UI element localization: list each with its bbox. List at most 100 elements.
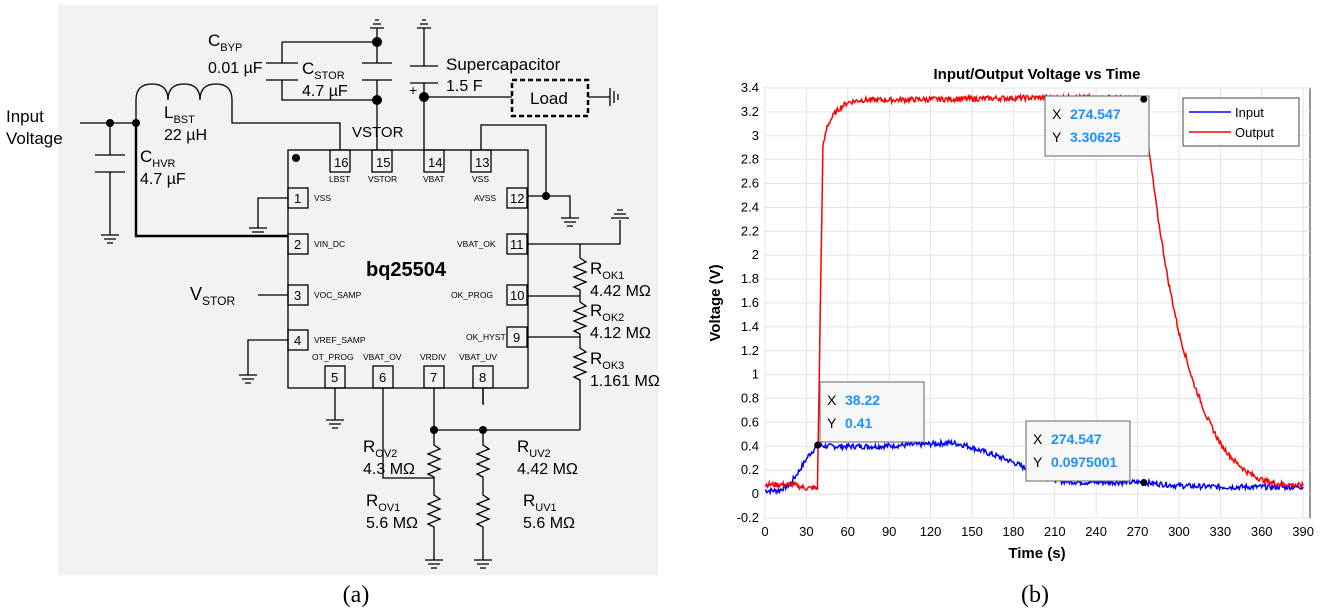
x-tick-label: 90 xyxy=(882,524,896,539)
junction-dot xyxy=(106,119,114,127)
legend-output-label: Output xyxy=(1235,125,1274,140)
ground-symbol xyxy=(370,19,384,29)
datatip-x-value: 274.547 xyxy=(1051,431,1102,447)
datatip-y-label: Y xyxy=(827,415,837,431)
rov1-label: ROV1 xyxy=(366,491,400,514)
x-tick-label: 300 xyxy=(1168,524,1190,539)
pin-name: VBAT xyxy=(423,174,445,184)
y-tick-label: 0.4 xyxy=(741,438,759,453)
pin-name: OK_HYST xyxy=(466,332,506,342)
caption-a: (a) xyxy=(343,582,370,608)
datatip[interactable]: X 274.547 Y 0.0975001 xyxy=(1025,420,1148,486)
y-tick-label: 3.4 xyxy=(741,80,759,95)
resistor-rov1 xyxy=(426,478,442,560)
rok2-value: 4.12 MΩ xyxy=(590,325,651,342)
vstor-net-label: VSTOR xyxy=(352,124,404,141)
datatip-y-label: Y xyxy=(1052,129,1062,145)
x-tick-label: 60 xyxy=(841,524,855,539)
x-tick-label: 120 xyxy=(920,524,942,539)
pin-name: OK_PROG xyxy=(451,290,493,300)
ground-symbol xyxy=(326,419,344,429)
ruv2-value: 4.42 MΩ xyxy=(517,461,578,478)
datatip-x-label: X xyxy=(827,392,837,408)
wire-avss-gnd xyxy=(546,195,571,218)
datatip-y-label: Y xyxy=(1033,454,1043,470)
y-tick-label: -0.2 xyxy=(737,510,759,525)
datatip[interactable]: X 38.22 Y 0.41 xyxy=(814,381,925,449)
datatip-x-value: 38.22 xyxy=(845,392,880,408)
chart-panel: 0 30 60 90 120 150 180 210 240 270 300 330 360 390-0.… xyxy=(707,66,1314,608)
pin-name: VREF_SAMP xyxy=(314,335,366,345)
pin-name: VBAT_OK xyxy=(457,239,496,249)
chvr-label: CHVR xyxy=(140,147,176,170)
y-tick-label: 3.2 xyxy=(741,104,759,119)
junction-dot xyxy=(419,92,429,102)
input-label: Voltage xyxy=(6,129,63,148)
cstor-value: 4.7 µF xyxy=(302,83,348,100)
datatip-x-value: 274.547 xyxy=(1070,106,1121,122)
y-tick-label: 1.6 xyxy=(741,295,759,310)
caption-b: (b) xyxy=(1021,582,1049,608)
ground-symbol xyxy=(474,559,492,569)
rov1-value: 5.6 MΩ xyxy=(366,515,418,532)
junction-dot xyxy=(479,426,487,434)
rok1-label: ROK1 xyxy=(590,259,624,282)
ground-symbol xyxy=(611,209,629,219)
axis-ticks: 0 30 60 90 120 150 180 210 240 270 300 330 360 390-0.… xyxy=(737,80,1314,539)
ground-symbol xyxy=(101,234,119,244)
rok2-label: ROK2 xyxy=(590,301,624,324)
pin-name: VRDIV xyxy=(420,352,446,362)
load-label: Load xyxy=(530,89,568,108)
resistor-rok2 xyxy=(572,296,588,342)
pin-name: VSS xyxy=(472,174,489,184)
ic-body xyxy=(287,149,529,389)
ground-symbol xyxy=(417,19,431,29)
ground-symbol xyxy=(609,88,619,106)
cap-cstor xyxy=(362,62,392,81)
plus-sign: + xyxy=(409,82,417,98)
cap-supercap xyxy=(410,65,438,84)
x-tick-label: 330 xyxy=(1209,524,1231,539)
wire-cbyp xyxy=(281,28,378,101)
pin-number: 16 xyxy=(334,155,348,170)
ruv2-label: RUV2 xyxy=(517,437,551,460)
cbyp-label: CBYP xyxy=(208,31,242,54)
chart-title: Input/Output Voltage vs Time xyxy=(934,66,1141,83)
x-tick-label: 360 xyxy=(1251,524,1273,539)
junction-dot xyxy=(372,95,382,105)
chvr-value: 4.7 µF xyxy=(140,171,186,188)
datatip[interactable]: X 274.547 Y 3.30625 xyxy=(1044,95,1150,157)
pin-number: 8 xyxy=(479,370,486,385)
x-tick-label: 0 xyxy=(761,524,768,539)
pin-10 xyxy=(506,284,528,306)
y-tick-label: 0 xyxy=(752,486,759,501)
wire-vss1 xyxy=(257,197,288,228)
ruv1-label: RUV1 xyxy=(523,491,557,514)
y-tick-label: 0.6 xyxy=(741,414,759,429)
pin-12 xyxy=(506,187,528,209)
x-tick-label: 180 xyxy=(1003,524,1025,539)
wire-vin xyxy=(134,123,288,238)
resistor-ruv1 xyxy=(475,478,491,560)
junction-dot xyxy=(430,426,438,434)
pin-number: 11 xyxy=(510,237,524,252)
rov2-value: 4.3 MΩ xyxy=(363,461,415,478)
pin1-marker xyxy=(292,154,300,162)
pin-name: VBAT_OV xyxy=(363,352,402,362)
cap-chvr xyxy=(95,154,125,173)
y-tick-label: 1.8 xyxy=(741,271,759,286)
datatip-marker xyxy=(814,441,822,449)
datatip-y-value: 3.30625 xyxy=(1070,129,1121,145)
cap-cbyp xyxy=(266,62,298,81)
pin-number: 3 xyxy=(294,288,301,303)
datatip-x-label: X xyxy=(1052,106,1062,122)
inductor-lbst xyxy=(135,83,341,150)
pin-number: 9 xyxy=(513,330,520,345)
rok3-value: 1.161 MΩ xyxy=(590,373,660,390)
pin-15 xyxy=(371,149,393,173)
datatip-box xyxy=(819,381,925,443)
ground-symbol xyxy=(249,227,267,237)
datatip-marker xyxy=(1140,95,1148,103)
pin-name: VSTOR xyxy=(368,174,397,184)
resistor-rok3 xyxy=(572,342,588,430)
